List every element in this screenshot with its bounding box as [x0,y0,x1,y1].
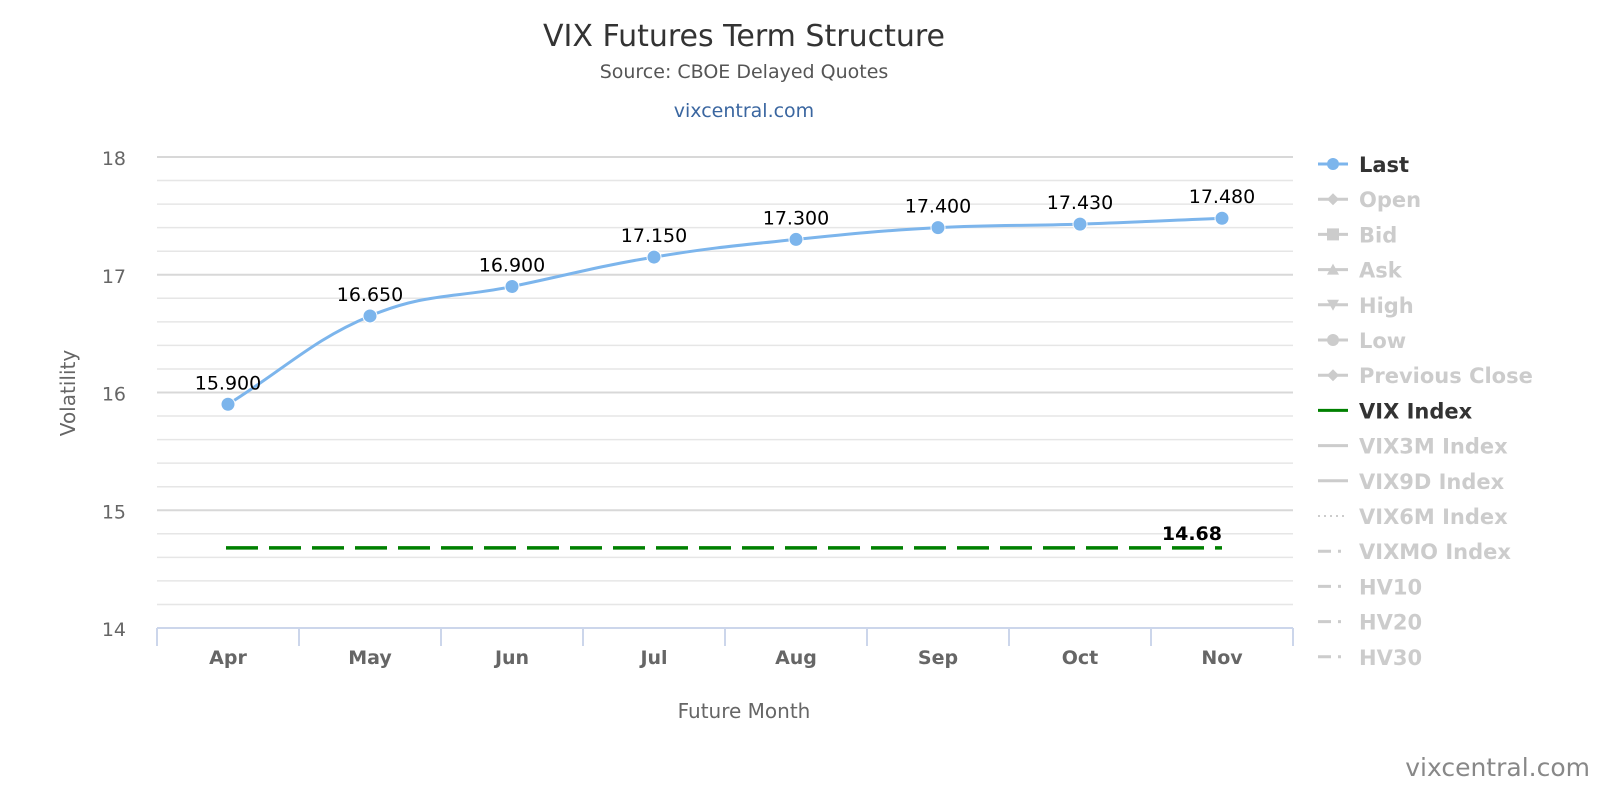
vixcentral-link[interactable]: vixcentral.com [674,100,814,122]
legend-label: VIX9D Index [1359,470,1505,494]
last-data-point[interactable] [362,308,378,324]
legend-item-previous-close[interactable]: Previous Close [1318,364,1533,388]
credit[interactable]: vixcentral.com [1405,753,1590,782]
chart-title: VIX Futures Term Structure [543,19,945,54]
legend-diamond-icon [1327,193,1339,206]
legend-label: VIX3M Index [1359,435,1508,459]
last-data-point[interactable] [646,249,662,265]
last-data-label: 15.900 [195,372,261,394]
y-tick-label: 16 [102,384,126,406]
legend-circle-icon [1327,334,1339,346]
legend-square-icon [1327,228,1339,241]
legend-label: VIX Index [1359,399,1473,423]
x-tick-label: Aug [775,647,817,669]
y-tick-label: 15 [102,501,126,523]
last-data-label: 16.650 [337,284,403,306]
legend-item-low[interactable]: Low [1318,329,1406,353]
legend: Last Open Bid Ask High Low Previous Close VIX I… [1318,153,1533,670]
y-tick-label: 17 [102,266,126,288]
legend-diamond-icon [1327,369,1339,382]
grid [157,156,1293,606]
legend-label: HV10 [1359,575,1422,599]
legend-item-ask[interactable]: Ask [1318,259,1403,283]
y-tick-label: 18 [102,148,126,170]
last-data-label: 17.480 [1189,186,1255,208]
last-data-point[interactable] [930,220,946,236]
legend-label: High [1359,294,1414,318]
chart-subtitle: Source: CBOE Delayed Quotes [600,61,889,83]
legend-item-vix9d-index[interactable]: VIX9D Index [1318,470,1505,494]
legend-label: Bid [1359,223,1397,247]
last-data-label: 17.150 [621,225,687,247]
last-series-line [227,216,1223,406]
legend-item-last[interactable]: Last [1318,153,1409,177]
legend-item-vix-index[interactable]: VIX Index [1318,399,1473,423]
vix-index-label: 14.68 [1162,523,1222,545]
x-tick-label: May [348,647,392,669]
legend-item-hv20[interactable]: HV20 [1318,611,1422,635]
last-data-label: 17.430 [1047,192,1113,214]
legend-item-vix6m-index[interactable]: VIX6M Index [1318,505,1508,529]
legend-label: Previous Close [1359,364,1533,388]
x-tick-label: Sep [918,647,958,669]
legend-item-high[interactable]: High [1318,294,1414,318]
x-tick-label: Apr [209,647,247,669]
legend-item-bid[interactable]: Bid [1318,223,1397,247]
last-data-label: 17.400 [905,196,971,218]
y-axis-title: Volatility [56,350,80,437]
x-tick-label: Jul [638,647,667,669]
x-tick-label: Jun [493,647,529,669]
last-data-point[interactable] [788,231,804,247]
legend-item-hv10[interactable]: HV10 [1318,575,1422,599]
last-data-point[interactable] [220,396,236,412]
legend-label: VIX6M Index [1359,505,1508,529]
last-data-label: 16.900 [479,255,545,277]
y-axis: 14 15 16 17 18 [102,148,126,641]
legend-item-hv30[interactable]: HV30 [1318,646,1422,670]
legend-label: VIXMO Index [1359,540,1511,564]
legend-label: Open [1359,188,1421,212]
last-data-point[interactable] [1072,216,1088,232]
legend-label: HV30 [1359,646,1422,670]
y-tick-label: 14 [102,619,126,641]
last-data-label: 17.300 [763,207,829,229]
legend-triangle-down-icon [1327,299,1339,311]
x-tick-label: Oct [1062,647,1099,669]
legend-label: Low [1359,329,1406,353]
legend-label: Ask [1359,259,1403,283]
last-data-point[interactable] [1214,210,1230,226]
x-axis-title: Future Month [678,699,811,723]
last-data-point[interactable] [504,279,520,295]
series: 14.68 15.900 16.650 16.900 17.150 17.300 17.40… [195,186,1255,550]
x-axis: Apr May Jun Jul Aug Sep Oct Nov [156,627,1294,669]
x-tick-label: Nov [1201,647,1243,669]
legend-triangle-icon [1327,263,1339,275]
legend-circle-icon [1327,158,1339,170]
legend-label: Last [1359,153,1409,177]
legend-item-vix3m-index[interactable]: VIX3M Index [1318,435,1508,459]
legend-item-vixmo-index[interactable]: VIXMO Index [1318,540,1511,564]
legend-label: HV20 [1359,611,1422,635]
legend-item-open[interactable]: Open [1318,188,1421,212]
